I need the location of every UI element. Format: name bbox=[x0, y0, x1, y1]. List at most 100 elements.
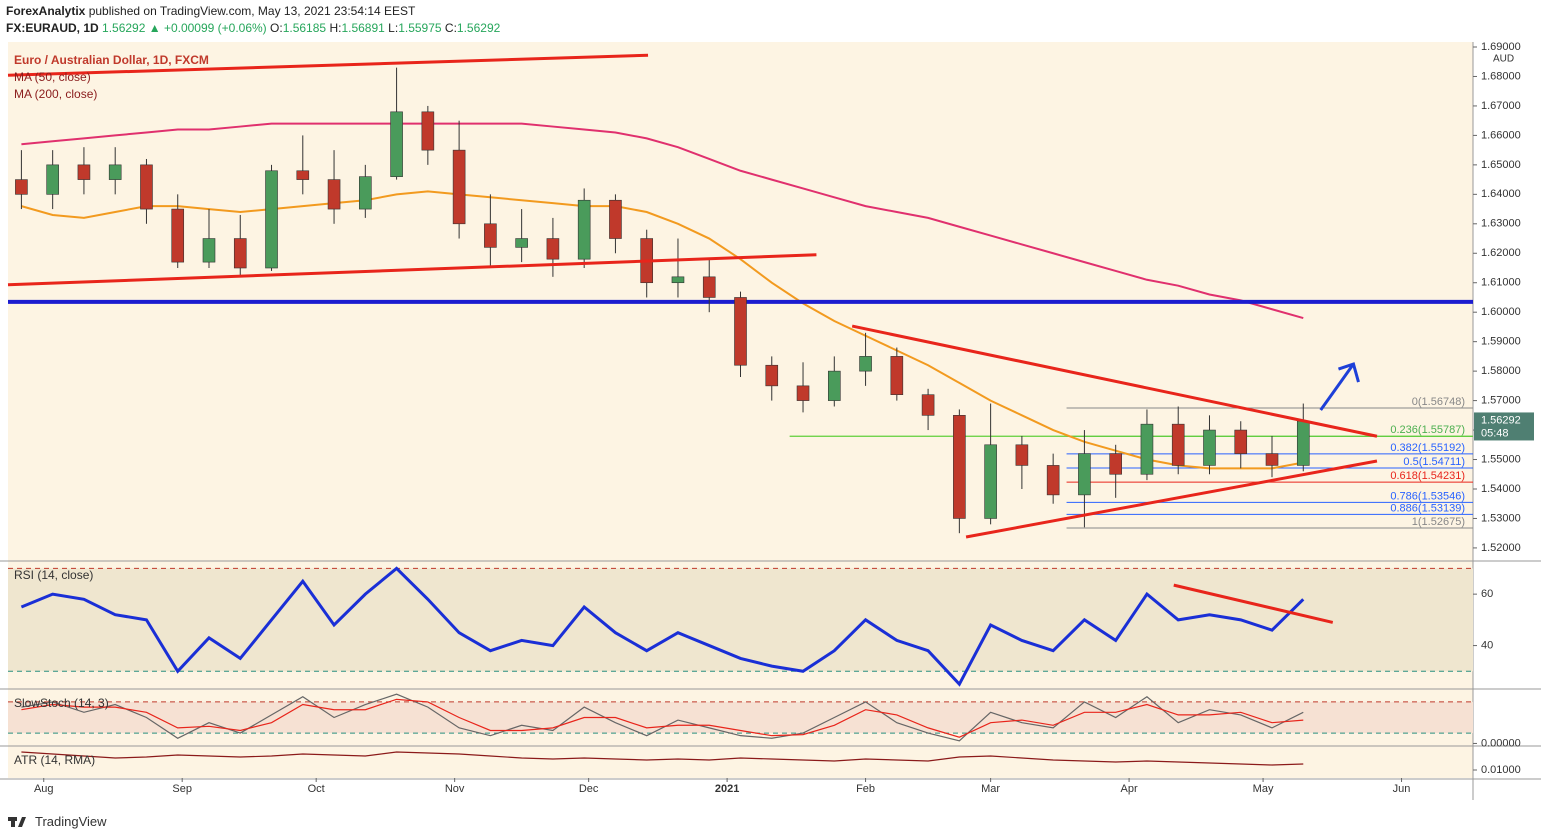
c-value: 1.56292 bbox=[456, 21, 501, 35]
published: published on TradingView.com, May 13, 20… bbox=[88, 4, 416, 18]
y-tick-label: 1.63000 bbox=[1481, 218, 1521, 230]
logo bbox=[8, 816, 26, 827]
y-tick-label: 1.58000 bbox=[1481, 365, 1521, 377]
y-tick-label: 1.62000 bbox=[1481, 247, 1521, 259]
x-tick-label: Mar bbox=[981, 783, 1000, 795]
chart: 1.520001.530001.540001.550001.560001.570… bbox=[0, 41, 1541, 800]
y-tick-label: 1.53000 bbox=[1481, 512, 1521, 524]
arrow bbox=[1319, 363, 1355, 411]
x-tick-label: Dec bbox=[579, 783, 599, 795]
indicator-line bbox=[21, 698, 1304, 738]
y-tick-label: 1.67000 bbox=[1481, 100, 1521, 112]
candle-body bbox=[1234, 429, 1248, 454]
footer: TradingView bbox=[8, 814, 107, 829]
trend-line bbox=[965, 459, 1378, 539]
x-tick-label: Feb bbox=[856, 783, 875, 795]
candle-body bbox=[15, 179, 28, 195]
y-tick-label: 1.60000 bbox=[1481, 306, 1521, 318]
candle-body bbox=[77, 164, 91, 180]
candle-body bbox=[359, 176, 372, 210]
candle-body bbox=[140, 164, 153, 210]
y-tick-label: 1.64000 bbox=[1481, 188, 1521, 200]
indicator-line bbox=[21, 751, 1304, 766]
indicator-line bbox=[20, 566, 1305, 687]
fib-label: 0.886(1.53139) bbox=[1390, 502, 1465, 514]
candle-body bbox=[452, 149, 466, 225]
candle-body bbox=[46, 164, 59, 195]
c-label: C: bbox=[444, 21, 457, 35]
x-tick-label: May bbox=[1253, 783, 1274, 795]
l-value: 1.55975 bbox=[398, 21, 442, 35]
y-tick-label: 1.54000 bbox=[1481, 483, 1521, 495]
trend-line bbox=[1173, 583, 1334, 624]
indicator-line bbox=[21, 190, 1304, 470]
candle-body bbox=[671, 276, 685, 284]
x-tick-label: Apr bbox=[1121, 783, 1138, 795]
candle-body bbox=[827, 370, 841, 401]
candle-body bbox=[546, 238, 560, 260]
candle-body bbox=[1296, 420, 1310, 466]
candle-body bbox=[609, 199, 622, 239]
x-tick-label: 2021 bbox=[715, 783, 739, 795]
y-tick-label: 1.52000 bbox=[1481, 542, 1521, 554]
legend-entry: MA (50, close) bbox=[14, 70, 91, 84]
indicator-line bbox=[21, 693, 1304, 742]
symbol: FX:EURAUD, 1D bbox=[6, 21, 99, 35]
y-tick-label: 1.57000 bbox=[1481, 394, 1521, 406]
pane-title: SlowStoch (14, 3) bbox=[14, 696, 109, 710]
indicator-line bbox=[21, 122, 1304, 320]
h-value: 1.56891 bbox=[341, 21, 385, 35]
candle-body bbox=[796, 385, 810, 401]
fib-label: 0.5(1.54711) bbox=[1403, 456, 1465, 468]
quote: 1.56292 ▲ +0.00099 (+0.06%) bbox=[102, 21, 267, 35]
o-label: O: bbox=[270, 21, 283, 35]
candle-body bbox=[1171, 423, 1185, 466]
candle-body bbox=[1265, 453, 1279, 466]
candle-body bbox=[327, 179, 341, 210]
y-tick-label: 0.01000 bbox=[1481, 764, 1521, 776]
trend-line bbox=[7, 253, 817, 287]
brand: TradingView bbox=[35, 814, 107, 829]
candle-body bbox=[859, 356, 872, 372]
candle-body bbox=[421, 111, 435, 151]
y-tick-label: 0.00000 bbox=[1481, 737, 1521, 749]
x-tick-label: Jun bbox=[1393, 783, 1411, 795]
arrow-head bbox=[1337, 362, 1360, 383]
candle-body bbox=[1046, 465, 1060, 496]
candle-body bbox=[484, 223, 497, 248]
fib-label: 0.618(1.54231) bbox=[1390, 470, 1465, 482]
y-tick-label: 1.68000 bbox=[1481, 70, 1521, 82]
last-price: 1.56292 bbox=[1481, 414, 1521, 426]
candle-body bbox=[1109, 453, 1122, 475]
candle-body bbox=[265, 170, 278, 269]
fib-label: 0.786(1.53546) bbox=[1390, 490, 1465, 502]
y-tick-label: 1.69000 bbox=[1481, 41, 1521, 53]
candle-body bbox=[890, 356, 904, 395]
y-tick-label: 1.55000 bbox=[1481, 453, 1521, 465]
candle-body bbox=[1078, 453, 1091, 496]
trend-line bbox=[7, 53, 649, 77]
candle-body bbox=[1203, 429, 1216, 466]
l-label: L: bbox=[388, 21, 399, 35]
candle-body bbox=[765, 364, 779, 387]
axis-background bbox=[1473, 42, 1541, 778]
y-tick-label: 1.65000 bbox=[1481, 159, 1521, 171]
level-band bbox=[8, 568, 1473, 672]
fib-label: 0.236(1.55787) bbox=[1390, 424, 1465, 436]
y-tick-label: 1.66000 bbox=[1481, 129, 1521, 141]
fib-label: 1(1.52675) bbox=[1412, 516, 1465, 528]
candle-body bbox=[984, 444, 997, 519]
o-value: 1.56185 bbox=[282, 21, 327, 35]
trend-line bbox=[851, 324, 1378, 438]
candle-body bbox=[577, 199, 591, 260]
currency: AUD bbox=[1493, 54, 1514, 65]
y-tick-label: 1.59000 bbox=[1481, 336, 1521, 348]
x-tick-label: Nov bbox=[445, 783, 465, 795]
y-tick-label: 1.61000 bbox=[1481, 277, 1521, 289]
candle-body bbox=[202, 238, 216, 263]
candle-body bbox=[734, 297, 747, 366]
h-label: H: bbox=[329, 21, 342, 35]
chart-title: Euro / Australian Dollar, 1D, FXCM bbox=[14, 53, 209, 67]
candle-body bbox=[296, 170, 310, 180]
